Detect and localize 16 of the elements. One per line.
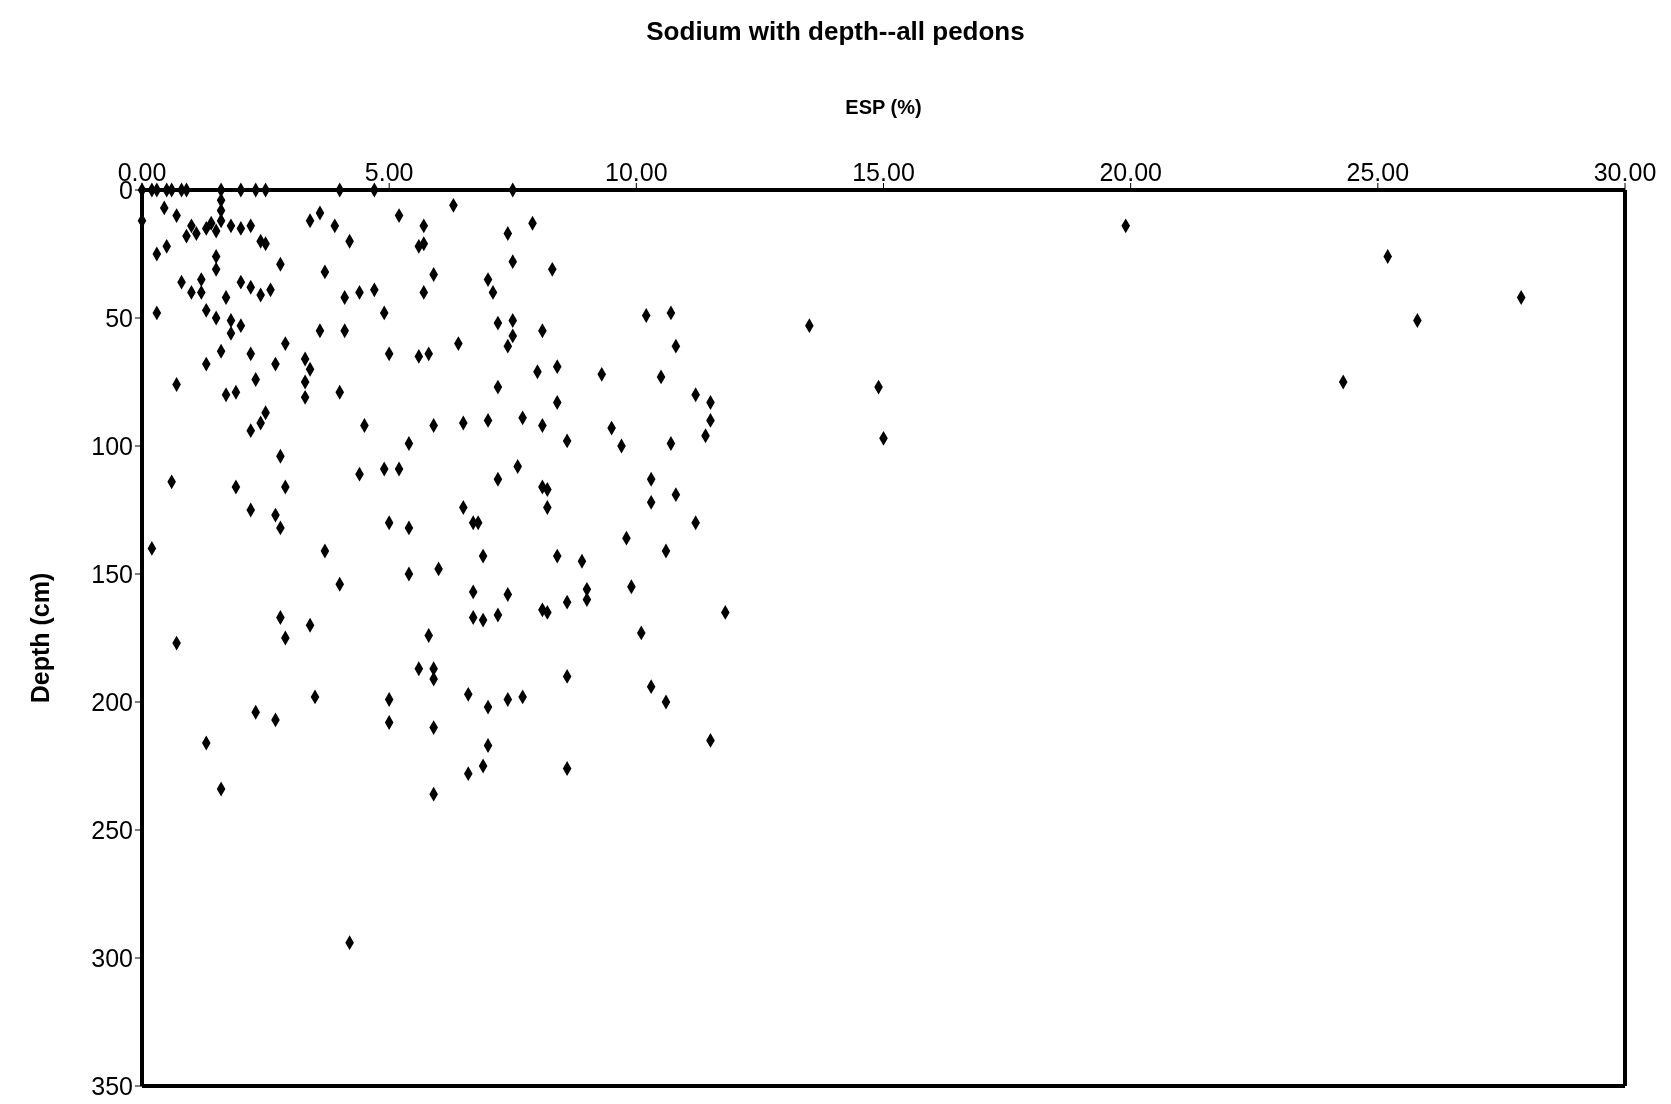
y-tick-label: 300	[91, 943, 133, 972]
x-tick-label: 20.00	[1099, 158, 1162, 186]
y-tick-label: 100	[91, 431, 133, 460]
y-tick-label: 200	[91, 687, 133, 716]
x-tick-label: 25.00	[1346, 158, 1410, 186]
x-tick-label: 5.00	[364, 158, 414, 186]
y-axis-title: Depth (cm)	[25, 572, 54, 704]
x-tick-label: 15.00	[852, 158, 915, 186]
chart-title: Sodium with depth--all pedons	[645, 16, 1026, 47]
x-tick-label: 10.00	[605, 158, 668, 186]
y-tick-label: 150	[91, 559, 133, 588]
y-tick-label: 350	[91, 1071, 133, 1100]
y-tick-label: 50	[105, 303, 133, 332]
x-axis-title: ESP (%)	[845, 96, 922, 119]
x-tick-label: 30.00	[1593, 158, 1657, 186]
y-tick-label: 250	[91, 815, 133, 844]
